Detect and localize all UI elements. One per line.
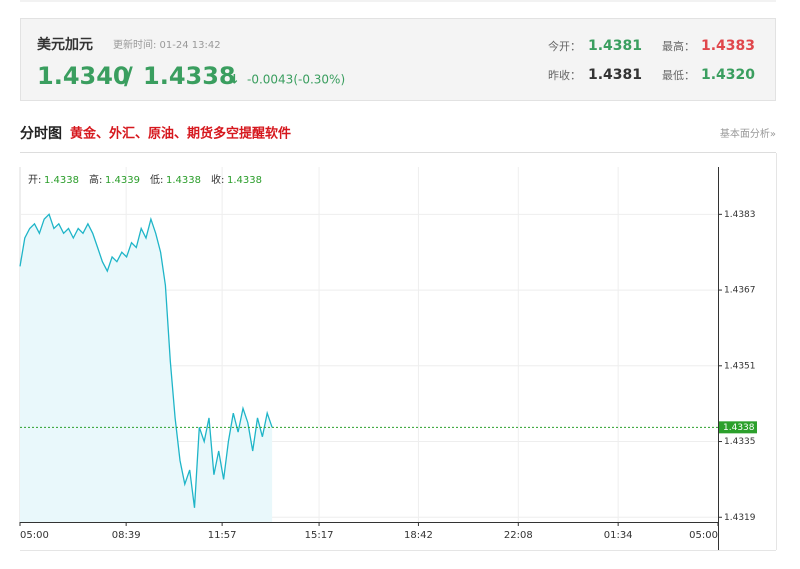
info-label: 低: [150,173,163,186]
x-tick-label: 05:00 [689,530,718,541]
change-arrow: ↓ [229,73,240,88]
stat-label: 昨收： [548,68,581,82]
x-tick-label: 11:57 [208,530,237,541]
stat-label: 最高： [662,39,695,53]
ask-price: 1.4338 [143,62,236,90]
update-time: 更新时间: 01-24 13:42 [113,38,221,51]
price-change: -0.0043(-0.30%) [247,73,345,87]
section-title: 分时图 [20,125,62,142]
y-tick-label: 1.4351 [724,361,756,371]
quote-box [20,18,776,101]
bid-price: 1.4340 [37,62,130,90]
stat-label: 最低： [662,69,695,82]
info-label: 高: [89,173,102,186]
stat-value: 1.4381 [588,67,642,83]
price-separator: / [124,62,133,90]
info-label: 收: [211,173,224,186]
info-value: 1.4338 [44,175,79,186]
stat-value: 1.4320 [701,67,755,83]
info-label: 开: [28,175,41,186]
x-tick-label: 15:17 [305,530,334,541]
x-tick-label: 08:39 [112,530,141,541]
x-tick-label: 22:08 [504,530,533,541]
info-value: 1.4338 [166,175,201,186]
stat-label: 今开： [548,39,581,53]
y-tick-label: 1.4319 [724,513,756,523]
x-tick-label: 01:34 [604,530,633,541]
y-tick-label: 1.4383 [724,210,756,220]
chart: 05:00 08:39 11:57 15:17 18:42 22:08 01:34 05:00… [19,167,757,550]
analysis-link[interactable]: 基本面分析» [720,127,776,140]
x-tick-label: 18:42 [404,530,433,541]
x-tick-label: 05:00 [20,530,49,541]
y-tick-label: 1.4367 [724,286,756,296]
price-line [19,213,273,508]
promo-link[interactable]: 黄金、外汇、原油、期货多空提醒软件 [70,126,291,142]
last-price-tag [719,421,757,434]
info-value: 1.4338 [227,175,262,186]
price-area [20,214,273,523]
stat-value: 1.4383 [701,38,755,54]
pair-name: 美元加元 [37,36,93,53]
stat-value: 1.4381 [588,38,642,54]
info-value: 1.4339 [105,175,140,186]
last-price-label: 1.4338 [723,423,755,433]
y-tick-label: 1.4335 [724,437,756,447]
